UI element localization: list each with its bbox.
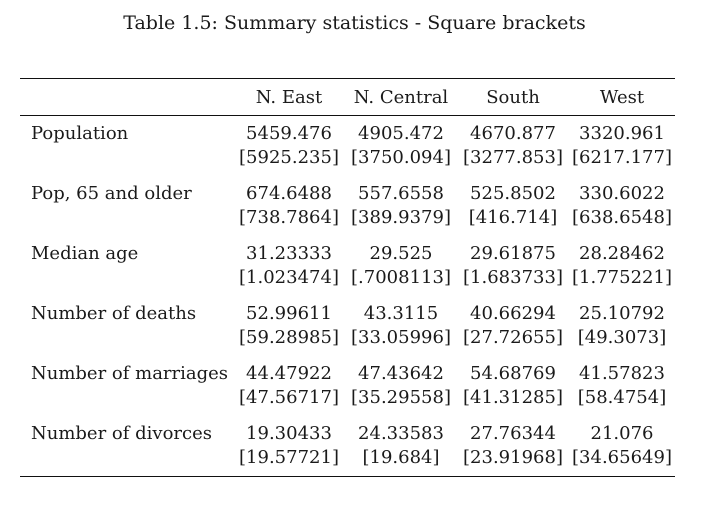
bracket-cell: [3750.094] — [351, 147, 451, 168]
table-cell: 3320.961 — [579, 123, 665, 144]
bracket-cell: [33.05996] — [351, 327, 451, 348]
table-cell: 25.10792 — [579, 303, 665, 324]
summary-table-container: N. East N. Central South West Population… — [20, 78, 675, 477]
table-row: Population 5459.476 4905.472 4670.877 33… — [20, 122, 675, 146]
table-body: Population 5459.476 4905.472 4670.877 33… — [20, 116, 675, 477]
bracket-cell: [.7008113] — [351, 267, 451, 288]
table-row-brackets: [59.28985] [33.05996] [27.72655] [49.307… — [20, 326, 675, 350]
bracket-cell: [47.56717] — [239, 387, 339, 408]
bracket-cell: [58.4754] — [577, 387, 667, 408]
bracket-cell: [416.714] — [468, 207, 558, 228]
row-label: Number of divorces — [31, 423, 212, 444]
table-cell: 4670.877 — [470, 123, 556, 144]
bracket-cell: [59.28985] — [239, 327, 339, 348]
bracket-cell: [5925.235] — [239, 147, 339, 168]
table-cell: 47.43642 — [358, 363, 444, 384]
table-cell: 557.6558 — [358, 183, 444, 204]
table-row: Median age 31.23333 29.525 29.61875 28.2… — [20, 242, 675, 266]
table-cell: 31.23333 — [246, 243, 332, 264]
table-cell: 29.525 — [369, 243, 433, 264]
column-header-west: West — [569, 78, 675, 116]
table-cell: 5459.476 — [246, 123, 332, 144]
bracket-cell: [19.684] — [345, 446, 457, 477]
column-header-n-central: N. Central — [345, 78, 457, 116]
bracket-cell: [41.31285] — [463, 387, 563, 408]
bracket-cell: [19.57721] — [233, 446, 345, 477]
table-cell: 52.99611 — [246, 303, 332, 324]
bracket-cell: [35.29558] — [351, 387, 451, 408]
bracket-cell: [34.65649] — [569, 446, 675, 477]
table-cell: 4905.472 — [358, 123, 444, 144]
row-label: Population — [31, 123, 129, 144]
bracket-cell: [23.91968] — [457, 446, 569, 477]
table-row-brackets: [738.7864] [389.9379] [416.714] [638.654… — [20, 206, 675, 230]
table-cell: 40.66294 — [470, 303, 556, 324]
summary-statistics-table: N. East N. Central South West Population… — [20, 78, 675, 477]
table-cell: 21.076 — [590, 423, 654, 444]
table-cell: 674.6488 — [246, 183, 332, 204]
bracket-cell: [638.6548] — [572, 207, 672, 228]
table-row: Number of deaths 52.99611 43.3115 40.662… — [20, 302, 675, 326]
table-row-brackets: [47.56717] [35.29558] [41.31285] [58.475… — [20, 386, 675, 410]
table-cell: 54.68769 — [470, 363, 556, 384]
column-header-n-east: N. East — [233, 78, 345, 116]
bracket-cell: [1.683733] — [463, 267, 563, 288]
table-row: Number of marriages 44.47922 47.43642 54… — [20, 362, 675, 386]
row-label: Number of deaths — [31, 303, 197, 324]
bracket-cell: [6217.177] — [572, 147, 672, 168]
table-row-brackets: [19.57721] [19.684] [23.91968] [34.65649… — [20, 446, 675, 477]
table-cell: 525.8502 — [470, 183, 556, 204]
table-cell: 29.61875 — [470, 243, 556, 264]
bracket-cell: [1.775221] — [572, 267, 672, 288]
table-cell: 44.47922 — [246, 363, 332, 384]
table-row-brackets: [5925.235] [3750.094] [3277.853] [6217.1… — [20, 146, 675, 170]
table-cell: 19.30433 — [246, 423, 332, 444]
column-header-label — [20, 78, 233, 116]
bracket-cell: [3277.853] — [463, 147, 563, 168]
column-header-south: South — [457, 78, 569, 116]
row-label: Number of marriages — [31, 363, 229, 384]
header-row: N. East N. Central South West — [20, 78, 675, 116]
table-cell: 43.3115 — [363, 303, 439, 324]
table-caption: Table 1.5: Summary statistics - Square b… — [123, 12, 586, 34]
table-cell: 28.28462 — [579, 243, 665, 264]
bracket-cell: [389.9379] — [351, 207, 451, 228]
table-row: Pop, 65 and older 674.6488 557.6558 525.… — [20, 182, 675, 206]
table-cell: 27.76344 — [470, 423, 556, 444]
table-row-brackets: [1.023474] [.7008113] [1.683733] [1.7752… — [20, 266, 675, 290]
bracket-cell: [49.3073] — [577, 327, 667, 348]
table-cell: 41.57823 — [579, 363, 665, 384]
table-cell: 24.33583 — [358, 423, 444, 444]
bracket-cell: [738.7864] — [239, 207, 339, 228]
bracket-cell: [1.023474] — [239, 267, 339, 288]
row-label: Pop, 65 and older — [31, 183, 192, 204]
row-label: Median age — [31, 243, 139, 264]
table-cell: 330.6022 — [579, 183, 665, 204]
bracket-cell: [27.72655] — [463, 327, 563, 348]
table-row: Number of divorces 19.30433 24.33583 27.… — [20, 422, 675, 446]
